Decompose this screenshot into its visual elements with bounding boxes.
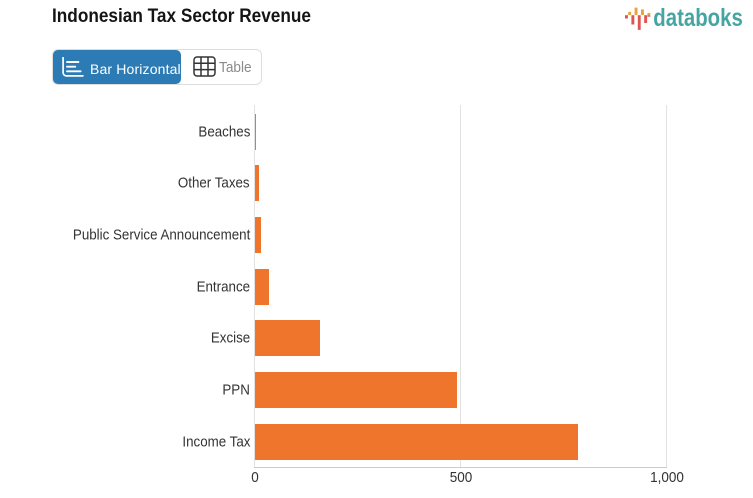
svg-text:databoks: databoks bbox=[653, 4, 743, 32]
